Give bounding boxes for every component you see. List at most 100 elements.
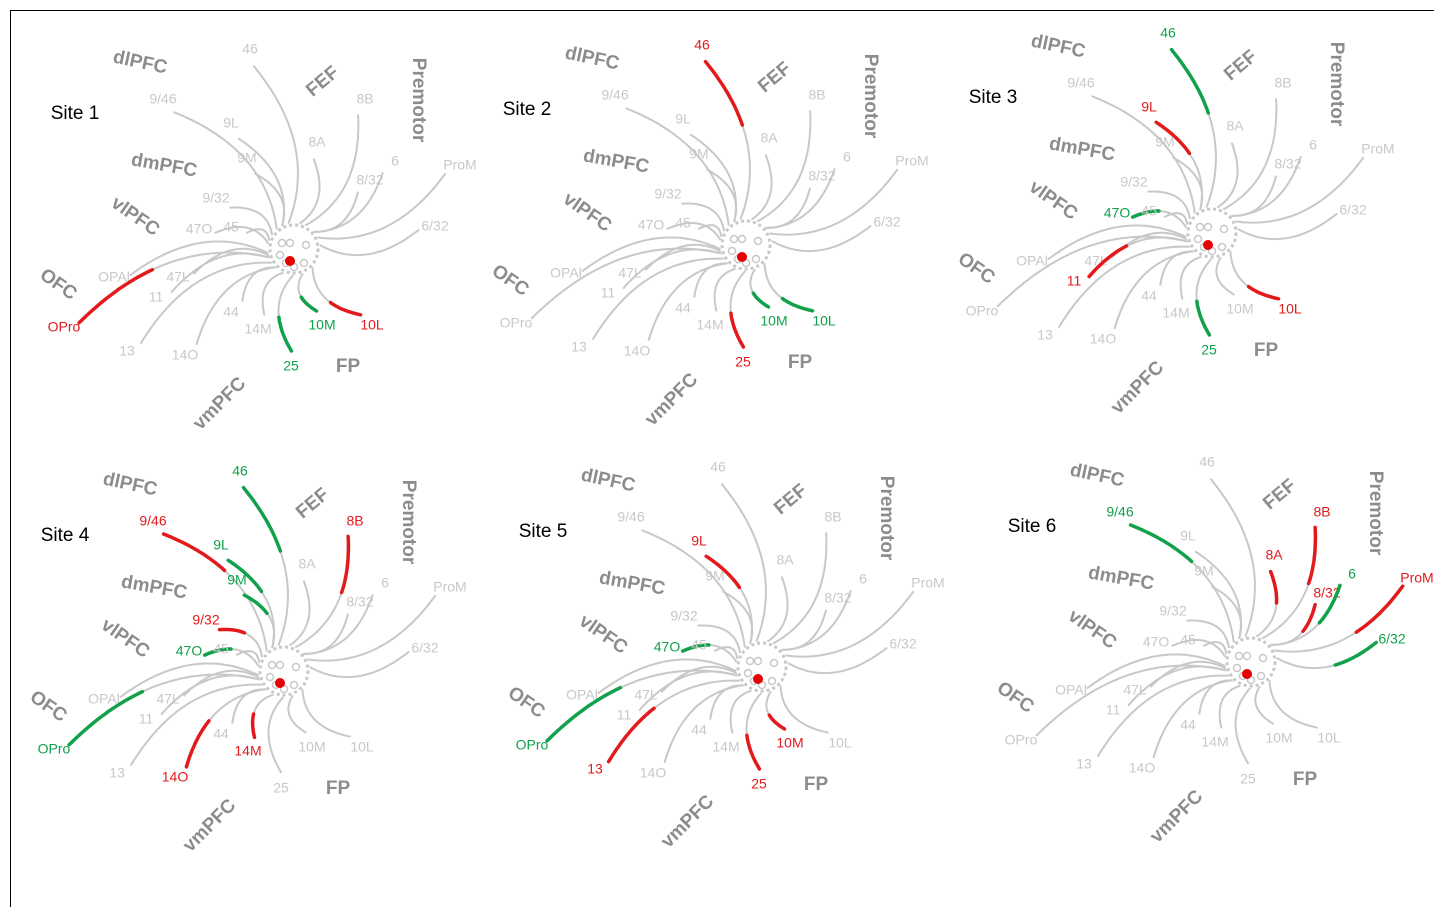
area-label: 8A	[298, 556, 316, 572]
area-label: 45	[675, 215, 691, 231]
branch	[290, 581, 310, 646]
highlight-arc	[731, 313, 744, 347]
hub-dot	[753, 256, 760, 263]
area-label: 44	[675, 300, 691, 316]
hub-dot	[291, 682, 298, 689]
region-label: Premotor	[1365, 471, 1386, 556]
region-label: vlPFC	[1025, 177, 1081, 225]
area-label: 46	[1199, 454, 1215, 470]
branch	[1172, 50, 1216, 208]
region-label: FP	[788, 352, 813, 373]
area-label: 9/32	[670, 608, 697, 624]
area-label: OPAl	[1055, 682, 1087, 698]
branch	[1231, 176, 1276, 216]
region-label: FP	[1254, 340, 1279, 361]
area-label: 6	[391, 153, 399, 169]
area-label: 10M	[760, 313, 787, 329]
area-label: 46	[1160, 25, 1176, 41]
highlight-arc	[1271, 572, 1277, 603]
highlight-arc	[706, 62, 743, 125]
area-label: ProM	[1361, 141, 1394, 157]
region-label: vmPFC	[641, 369, 702, 430]
branch	[768, 577, 788, 642]
area-label: 14M	[1201, 734, 1228, 750]
area-label: 25	[751, 776, 767, 792]
area-label: 10M	[1226, 301, 1253, 317]
area-label: 8B	[1274, 75, 1291, 91]
hub-dot	[755, 238, 762, 245]
region-label: FP	[804, 774, 829, 795]
branch	[752, 155, 772, 220]
area-label: 14O	[172, 347, 199, 363]
area-label: 10L	[828, 735, 852, 751]
area-label: 9/46	[1067, 75, 1094, 91]
region-label: vlPFC	[1064, 606, 1120, 654]
area-label: 6/32	[1378, 631, 1405, 647]
site-marker	[1242, 669, 1252, 679]
area-label: OPro	[500, 315, 533, 331]
area-label: 8A	[1226, 118, 1244, 134]
area-label: ProM	[911, 575, 944, 591]
area-label: 9/32	[202, 190, 229, 206]
branch	[1218, 143, 1238, 208]
figure: Site 1469/469L9M9/3247O45OPAl47L1144OPro…	[0, 0, 1434, 907]
area-label: 6	[1309, 137, 1317, 153]
region-label: Premotor	[876, 476, 897, 561]
area-label: 9L	[1180, 528, 1196, 544]
region-label: vlPFC	[107, 193, 163, 241]
area-label: 46	[242, 41, 258, 57]
area-label: 46	[710, 459, 726, 475]
highlight-arc	[1172, 50, 1209, 113]
site-marker	[737, 252, 747, 262]
area-label: 9/32	[1120, 174, 1147, 190]
area-label: 8B	[1313, 504, 1330, 520]
area-label: OPAl	[98, 269, 130, 285]
area-label: ProM	[433, 579, 466, 595]
area-label: 44	[223, 304, 239, 320]
branch	[694, 263, 728, 297]
highlight-arc	[1309, 527, 1316, 583]
area-label: OPro	[516, 737, 549, 753]
hub-dot	[739, 236, 746, 243]
branch	[731, 691, 752, 734]
area-label: 6/32	[1339, 202, 1366, 218]
area-label: 11	[139, 711, 154, 727]
branch	[1199, 680, 1233, 714]
area-label: 14O	[162, 769, 189, 785]
branch	[1211, 479, 1255, 637]
area-label: 9/46	[149, 91, 176, 107]
branch	[303, 614, 348, 654]
site-marker	[275, 678, 285, 688]
area-label: 13	[119, 343, 135, 359]
hub-dot	[1197, 224, 1204, 231]
site-title: Site 1	[51, 103, 100, 124]
area-label: 47O	[1104, 205, 1131, 221]
area-label: 9L	[223, 115, 239, 131]
region-label: dmPFC	[582, 145, 651, 177]
area-label: 8A	[1265, 547, 1283, 563]
area-label: 14O	[624, 343, 651, 359]
region-label: FEF	[1259, 475, 1300, 514]
area-label: ProM	[895, 153, 928, 169]
site-marker	[753, 674, 763, 684]
hub-dot	[1221, 226, 1228, 233]
area-label: ProM	[1400, 570, 1433, 586]
branch	[1220, 686, 1241, 729]
area-label: 47O	[638, 217, 665, 233]
highlight-arc	[783, 299, 813, 311]
area-label: 9M	[237, 150, 256, 166]
region-label: FEF	[754, 58, 795, 97]
area-label: OPro	[38, 741, 71, 757]
area-label: 11	[601, 285, 616, 301]
area-label: 45	[213, 641, 229, 657]
hub-dot	[771, 660, 778, 667]
area-label: 11	[1106, 702, 1121, 718]
branch	[715, 269, 736, 312]
area-label: 47O	[186, 221, 213, 237]
area-label: 8A	[308, 134, 326, 150]
area-label: 14O	[640, 765, 667, 781]
area-label: 9/46	[139, 513, 166, 529]
site-title: Site 4	[41, 525, 90, 546]
